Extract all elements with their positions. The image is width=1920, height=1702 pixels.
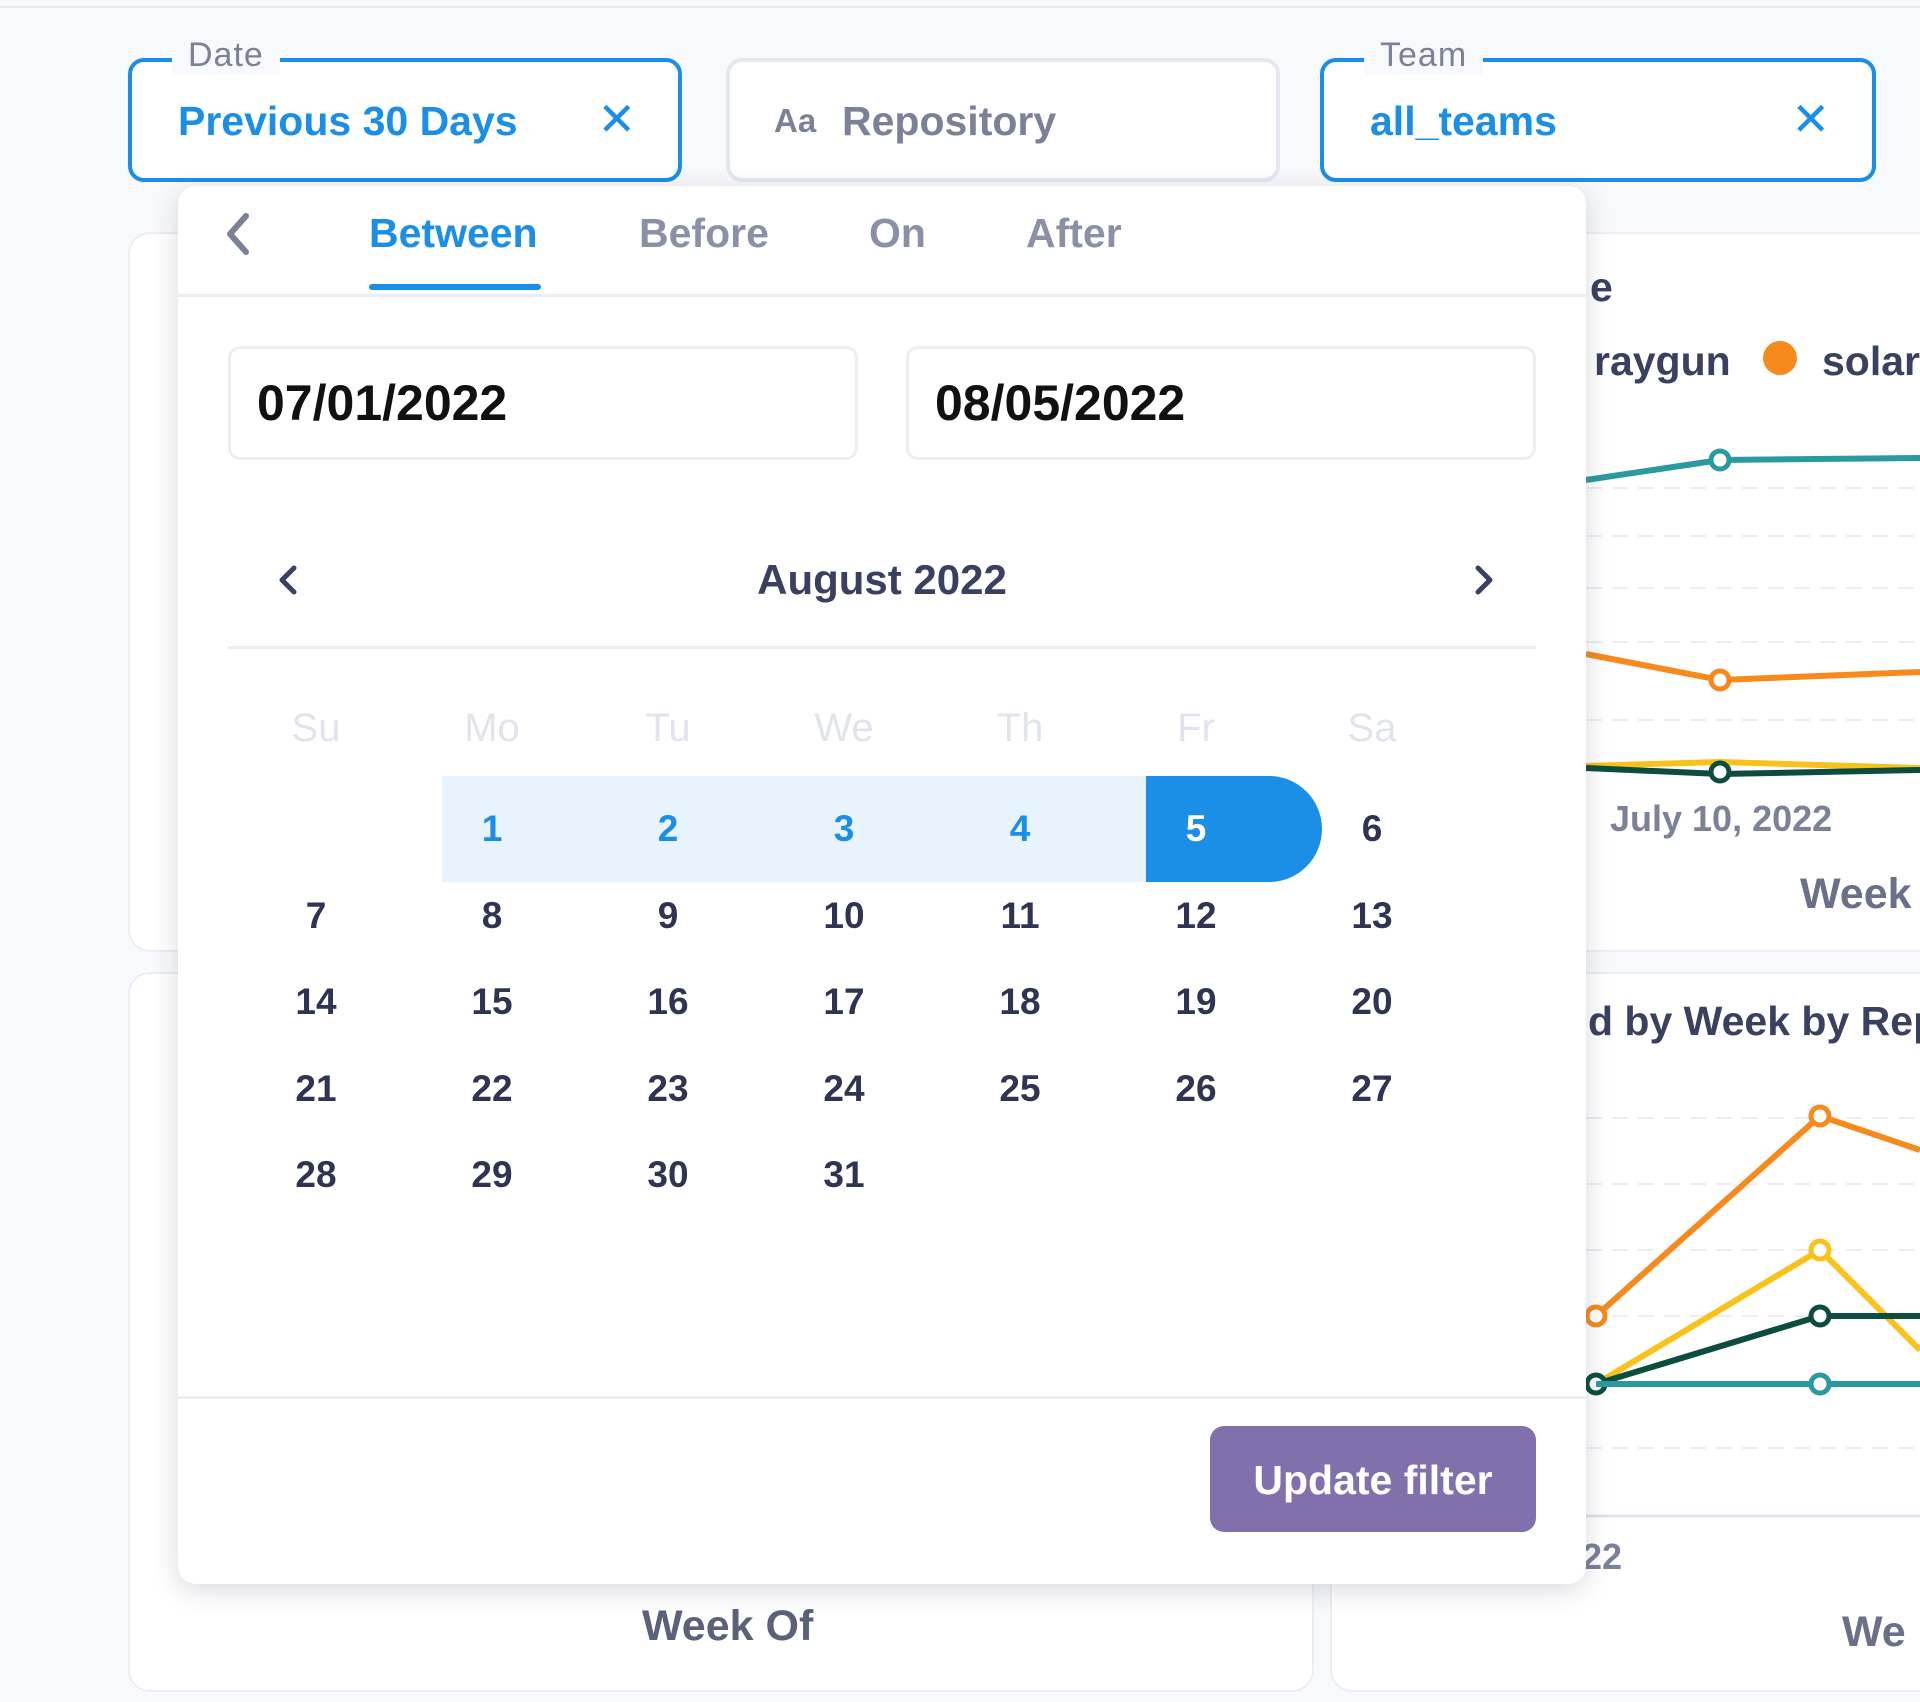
date-picker-popover: Between Before On After 07/01/2022 08/05…: [178, 186, 1586, 1584]
team-filter-clear-icon[interactable]: ✕: [1791, 93, 1830, 145]
calendar-day[interactable]: 5: [1185, 808, 1207, 849]
legend-raygun-label: raygun: [1594, 338, 1731, 384]
calendar-day[interactable]: 30: [647, 1154, 689, 1195]
top-series-yellow-line: [1585, 758, 1920, 771]
calendar-day[interactable]: 9: [657, 894, 679, 936]
calendar-day[interactable]: 23: [647, 1067, 689, 1109]
next-month-icon[interactable]: [1468, 558, 1498, 607]
team-filter-value: all_teams: [1370, 98, 1557, 144]
calendar-header-divider: [228, 646, 1536, 649]
end-date-input[interactable]: 08/05/2022: [906, 346, 1536, 460]
selected-range-band: [442, 776, 1146, 882]
calendar-day[interactable]: 29: [471, 1154, 513, 1195]
weekday-label: Sa: [1347, 706, 1397, 750]
top-series-teal-point: [1708, 448, 1732, 472]
tab-before[interactable]: Before: [639, 210, 769, 256]
date-filter-clear-icon[interactable]: ✕: [597, 93, 636, 145]
tab-between[interactable]: Between: [369, 210, 538, 256]
team-filter[interactable]: Team all_teams ✕: [1320, 36, 1876, 182]
calendar-day[interactable]: 16: [647, 981, 689, 1022]
calendar-day[interactable]: 3: [833, 808, 855, 849]
bottom-series-yellow-point: [1808, 1238, 1832, 1262]
repository-filter[interactable]: Aa Repository: [726, 58, 1280, 182]
calendar-day[interactable]: 1: [481, 808, 503, 849]
calendar-day[interactable]: 8: [481, 894, 503, 936]
weekday-label: Mo: [464, 706, 520, 750]
tab-on[interactable]: On: [869, 210, 926, 256]
calendar-day[interactable]: 4: [1009, 808, 1031, 849]
date-mode-tabs: Between Before On After: [178, 186, 1586, 297]
selected-range-end: [1146, 776, 1322, 882]
previous-month-icon[interactable]: [274, 558, 304, 607]
calendar-day[interactable]: 15: [471, 981, 513, 1022]
top-series-orange-point: [1708, 668, 1732, 692]
start-date-input[interactable]: 07/01/2022: [228, 346, 858, 460]
top-chart-x-axis-label: Week: [1800, 870, 1912, 918]
weekday-label: Th: [996, 706, 1044, 750]
date-filter[interactable]: Date Previous 30 Days ✕: [128, 36, 682, 182]
top-chart-gridlines: [1586, 487, 1920, 721]
bottom-series-orange-point: [1584, 1304, 1608, 1328]
back-chevron-icon[interactable]: [220, 206, 256, 267]
calendar-day[interactable]: 6: [1361, 808, 1383, 849]
bottom-series-teal-point: [1808, 1372, 1832, 1396]
text-type-icon: Aa: [774, 102, 817, 139]
weekday-label: Fr: [1177, 706, 1215, 750]
calendar-month-label: August 2022: [757, 556, 1007, 603]
calendar-day[interactable]: 13: [1351, 894, 1393, 936]
left-card-x-axis-label: Week Of: [642, 1602, 814, 1650]
bottom-series-orange-point: [1808, 1104, 1832, 1128]
calendar-day[interactable]: 21: [295, 1067, 337, 1109]
top-series-dark-green-line: [1585, 765, 1920, 778]
bottom-series-dark-green-point: [1808, 1304, 1832, 1328]
top-divider: [0, 6, 1920, 8]
calendar-day[interactable]: 7: [305, 894, 327, 936]
legend-solar-swatch: [1763, 341, 1797, 375]
calendar-day[interactable]: 10: [823, 894, 865, 936]
bottom-chart-x-tick: 22: [1582, 1536, 1623, 1577]
calendar-day[interactable]: 17: [823, 981, 865, 1022]
top-chart-title-fragment: e: [1590, 264, 1613, 310]
date-filter-value: Previous 30 Days: [178, 98, 518, 144]
calendar-day[interactable]: 11: [1000, 894, 1040, 936]
calendar-day[interactable]: 12: [1175, 894, 1217, 936]
calendar-day[interactable]: 31: [823, 1154, 865, 1195]
team-filter-legend: Team: [1364, 36, 1484, 75]
bottom-chart-title-fragment: d by Week by Rep: [1588, 998, 1920, 1044]
legend-solar-label: solar: [1822, 338, 1920, 384]
top-series-orange-line: [1585, 651, 1920, 684]
calendar-day[interactable]: 27: [1351, 1067, 1393, 1109]
bottom-chart-x-axis-label: We: [1842, 1608, 1906, 1656]
calendar-day[interactable]: 2: [657, 808, 679, 849]
top-series-teal-line: [1585, 455, 1920, 483]
bottom-series-dark-green-line: [1595, 1313, 1920, 1387]
calendar-day[interactable]: 28: [295, 1154, 337, 1195]
calendar-day[interactable]: 18: [999, 981, 1041, 1022]
active-tab-indicator: [369, 284, 541, 290]
calendar-day[interactable]: 20: [1351, 981, 1393, 1022]
tab-after[interactable]: After: [1026, 210, 1122, 256]
calendar-day[interactable]: 14: [295, 981, 337, 1022]
calendar-day[interactable]: 22: [471, 1067, 513, 1109]
calendar-day[interactable]: 24: [823, 1067, 865, 1109]
top-series-dark-green-point: [1708, 760, 1732, 784]
calendar-day[interactable]: 19: [1175, 981, 1217, 1022]
repository-filter-placeholder: Repository: [842, 98, 1057, 144]
weekday-label: Tu: [645, 706, 691, 750]
calendar-day[interactable]: 26: [1175, 1067, 1217, 1109]
calendar-day[interactable]: 25: [999, 1067, 1041, 1109]
date-filter-legend: Date: [172, 36, 280, 75]
top-chart-x-tick: July 10, 2022: [1610, 798, 1833, 839]
weekday-label: Su: [291, 706, 341, 750]
update-filter-button[interactable]: Update filter: [1210, 1426, 1536, 1532]
footer-divider: [178, 1396, 1586, 1399]
weekday-label: We: [814, 706, 874, 750]
